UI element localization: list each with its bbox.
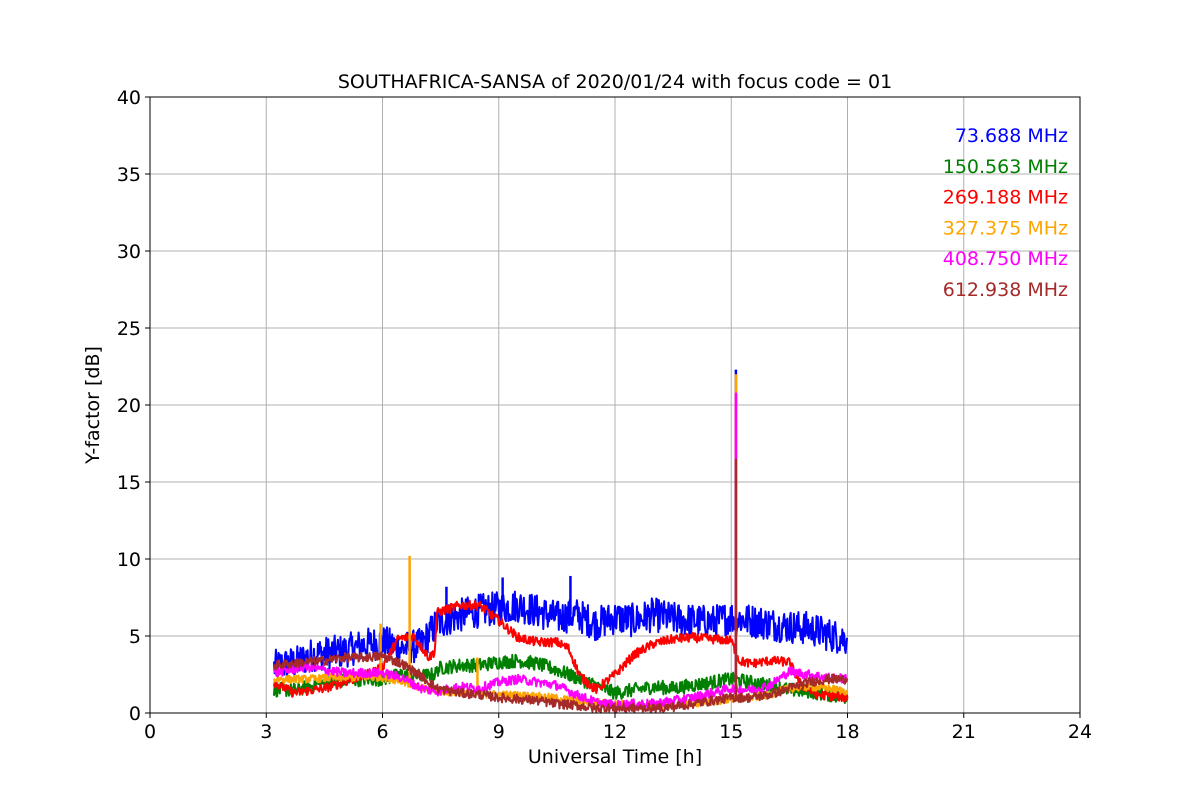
x-tick-label: 6 (376, 721, 388, 743)
legend: 73.688 MHz 150.563 MHz 269.188 MHz 327.375 … (943, 125, 1068, 301)
y-tick-label: 20 (117, 395, 141, 417)
chart-title: SOUTHAFRICA-SANSA of 2020/01/24 with foc… (338, 71, 892, 93)
x-tick-label: 24 (1068, 721, 1092, 743)
y-tick-label: 10 (117, 549, 141, 571)
series-line (273, 590, 849, 679)
x-tick-label: 0 (144, 721, 156, 743)
y-tick-label: 25 (117, 318, 141, 340)
series-layer (273, 369, 849, 714)
legend-entry: 269.188 MHz (943, 187, 1068, 209)
x-tick-label: 9 (493, 721, 505, 743)
legend-entry: 612.938 MHz (943, 279, 1068, 301)
legend-entry: 408.750 MHz (943, 248, 1068, 270)
y-tick-label: 40 (117, 87, 141, 109)
legend-entry: 150.563 MHz (943, 156, 1068, 178)
x-tick-label: 21 (952, 721, 976, 743)
series-150-563-mhz (273, 653, 849, 704)
series-line (273, 653, 849, 704)
x-tick-label: 3 (260, 721, 272, 743)
y-tick-label: 35 (117, 164, 141, 186)
legend-entry: 327.375 MHz (943, 217, 1068, 239)
series-73-688-mhz (273, 369, 849, 679)
y-tick-label: 30 (117, 241, 141, 263)
x-tick-label: 18 (835, 721, 859, 743)
x-tick-label: 15 (719, 721, 743, 743)
x-tick-label: 12 (603, 721, 627, 743)
legend-entry: 73.688 MHz (955, 125, 1068, 147)
y-tick-label: 5 (129, 626, 141, 648)
y-axis-label: Y-factor [dB] (82, 346, 104, 465)
series-line (273, 651, 849, 714)
y-tick-label: 15 (117, 472, 141, 494)
ticks: 0 3 6 9 12 15 18 21 24 0 5 10 15 20 25 30 35 40 (117, 87, 1092, 743)
x-axis-label: Universal Time [h] (528, 746, 702, 768)
y-tick-label: 0 (129, 703, 141, 725)
series-line (273, 661, 848, 711)
series-612-938-mhz (273, 458, 849, 714)
